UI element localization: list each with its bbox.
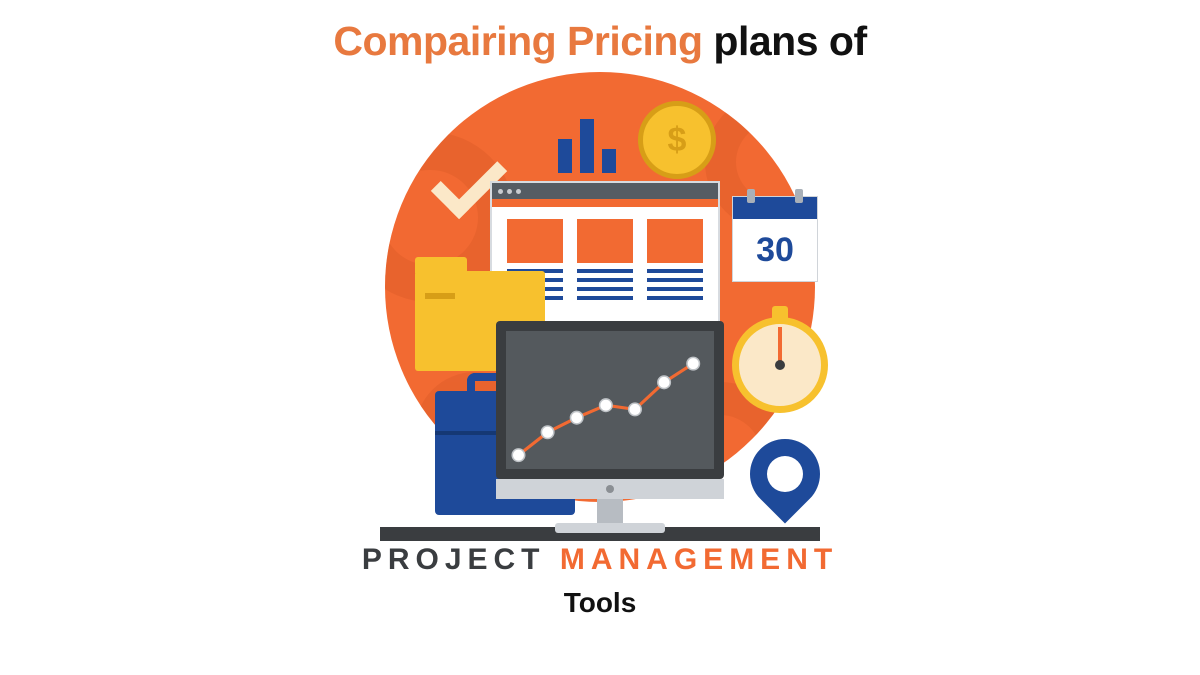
bar-3 xyxy=(602,149,616,173)
line-chart xyxy=(506,331,714,469)
bar-chart-icon xyxy=(558,119,616,173)
caption-word1: PROJECT xyxy=(362,543,546,576)
bar-1 xyxy=(558,139,572,173)
bar-2 xyxy=(580,119,594,173)
monitor-screen xyxy=(506,331,714,469)
headline-rest: plans of xyxy=(703,18,867,64)
monitor-icon xyxy=(496,321,724,533)
headline-accent: Compairing Pricing xyxy=(333,18,702,64)
caption-sub: Tools xyxy=(564,587,637,619)
calendar-day: 30 xyxy=(733,219,817,281)
calendar-icon: 30 xyxy=(732,196,818,282)
caption-word2: MANAGEMENT xyxy=(560,543,838,576)
stopwatch-icon xyxy=(732,317,828,413)
coin-icon: $ xyxy=(638,101,716,179)
illustration-stage: $ 30 xyxy=(320,71,880,541)
page-headline: Compairing Pricing plans of xyxy=(333,18,866,65)
caption: PROJECT MANAGEMENT xyxy=(362,543,838,577)
coin-symbol: $ xyxy=(668,121,687,160)
